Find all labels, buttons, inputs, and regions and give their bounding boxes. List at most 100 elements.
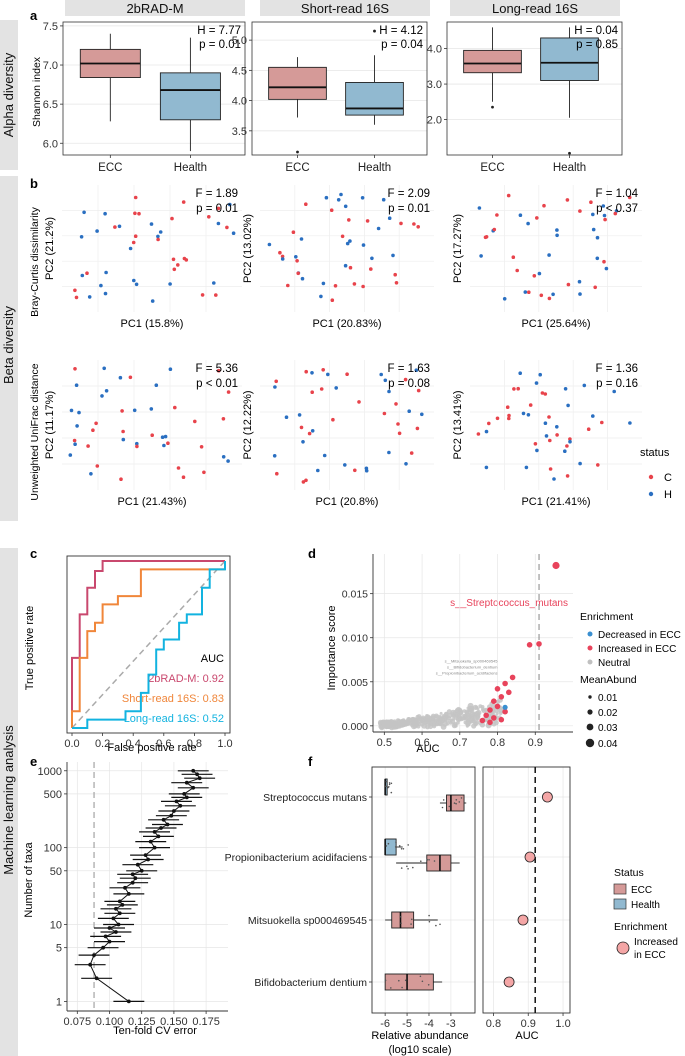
- scatter-point-c: [216, 206, 221, 211]
- legend-size-004: [585, 738, 595, 748]
- scatter-point-c: [133, 195, 138, 200]
- neutral-point: [473, 722, 478, 727]
- x-tick-label: ECC: [98, 162, 122, 174]
- neutral-point: [447, 713, 453, 719]
- scatter-point-h: [566, 403, 570, 408]
- scatter-point-h: [103, 211, 107, 216]
- scatter-point-h: [68, 453, 73, 457]
- scatter-point-c: [94, 421, 98, 426]
- x-tick-label: Health: [553, 162, 586, 174]
- scatter-point-h: [381, 197, 386, 202]
- cv-point: [103, 934, 108, 939]
- scatter-point-c: [319, 387, 324, 391]
- neutral-point: [463, 714, 467, 718]
- jitter-point: [420, 860, 422, 862]
- scatter-point-h: [387, 450, 391, 455]
- importance-xlabel: AUC: [416, 743, 439, 755]
- pc2-axis-label: PC2 (17.27%): [452, 214, 464, 283]
- scatter-point-h: [521, 411, 526, 416]
- scatter-point-c: [121, 429, 125, 434]
- scatter-point-c: [397, 431, 402, 436]
- scatter-point-c: [120, 409, 124, 413]
- jitter-point: [455, 799, 458, 801]
- scatter-point-h: [591, 414, 595, 418]
- cv-point: [130, 872, 135, 877]
- scatter-point-h: [518, 371, 522, 376]
- x-tick-label: Health: [358, 162, 391, 174]
- jitter-point: [394, 846, 397, 848]
- scatter-point-c: [172, 267, 177, 272]
- cv-point: [126, 999, 131, 1004]
- legend-status-health-label: Health: [631, 900, 660, 911]
- scatter-point-h: [149, 407, 154, 411]
- jitter-point: [458, 801, 461, 803]
- scatter-point-h: [552, 477, 556, 481]
- plot-frame: [66, 555, 231, 734]
- jitter-point: [398, 979, 400, 982]
- increased-point: [491, 715, 497, 721]
- plot-frame: [482, 766, 571, 1014]
- column-header-2bradm: 2bRAD-M: [126, 1, 183, 16]
- neutral-point: [420, 722, 425, 727]
- legend-size-002-label: 0.02: [598, 708, 618, 719]
- scatter-point-c: [176, 466, 181, 470]
- scatter-point-h: [348, 239, 352, 243]
- scatter-point-c: [340, 234, 345, 239]
- legend-size-004-label: 0.04: [598, 739, 618, 750]
- scatter-point-h: [216, 221, 221, 226]
- neutral-point: [451, 714, 455, 718]
- scatter-point-h: [502, 297, 507, 301]
- scatter-point-c: [566, 282, 571, 287]
- jitter-point: [388, 782, 391, 784]
- scatter-point-c: [565, 444, 569, 448]
- jitter-point: [406, 865, 408, 868]
- x-tick-label: -5: [402, 1018, 412, 1030]
- scatter-point-c: [539, 293, 544, 298]
- box-health: [159, 72, 221, 121]
- x-tick-label: 0.8: [490, 737, 505, 749]
- neutral-point: [452, 717, 455, 721]
- increased-point: [552, 561, 560, 570]
- taxon-label: Propionibacterium acidifaciens: [225, 852, 367, 864]
- scatter-point-h: [297, 413, 302, 417]
- scatter-point-h: [299, 237, 304, 241]
- pc1-axis-label: PC1 (20.83%): [312, 318, 381, 330]
- scatter-point-h: [518, 213, 523, 217]
- neutral-point: [474, 705, 478, 709]
- stat-annotation: F = 1.89: [195, 188, 238, 200]
- legend-status-h-marker: [648, 491, 654, 497]
- scatter-point-c: [600, 420, 604, 425]
- plot-frame: [371, 766, 476, 1014]
- scatter-point-c: [365, 219, 370, 223]
- cv-point: [152, 830, 157, 834]
- box-ecc: [426, 854, 452, 872]
- neutral-point: [388, 722, 393, 727]
- scatter-point-h: [563, 387, 568, 391]
- scatter-point-h: [284, 415, 289, 420]
- jitter-point: [400, 867, 403, 869]
- stat-annotation: p = 0.01: [199, 39, 241, 51]
- scatter-point-c: [133, 234, 138, 238]
- scatter-point-h: [102, 366, 106, 371]
- panel-b-group: F = 1.89 p = 0.01 PC1 (15.8%) PC2 (21.2%) F …: [44, 185, 642, 508]
- scatter-point-h: [601, 204, 606, 208]
- legend-enrichment-increased-marker: [616, 941, 630, 955]
- panel-letter-a: a: [30, 8, 38, 23]
- scatter-point-c: [133, 211, 137, 216]
- x-tick-label: 0.4: [126, 738, 141, 750]
- scatter-point-h: [614, 209, 619, 213]
- scatter-point-c: [540, 391, 545, 395]
- neutral-point: [429, 715, 435, 721]
- scatter-point-c: [296, 271, 301, 276]
- scatter-point-c: [166, 441, 170, 446]
- scatter-point-c: [542, 203, 546, 208]
- scatter-point-c: [170, 216, 174, 221]
- scatter-point-h: [160, 435, 165, 440]
- scatter-point-c: [295, 259, 299, 263]
- taxon-label: Bifidobacterium dentium: [254, 977, 367, 989]
- y-tick-label: 4.5: [232, 65, 247, 77]
- scatter-point-h: [526, 221, 530, 226]
- scatter-point-h: [555, 228, 559, 232]
- legend-enrichment-title: Enrichment: [580, 611, 633, 623]
